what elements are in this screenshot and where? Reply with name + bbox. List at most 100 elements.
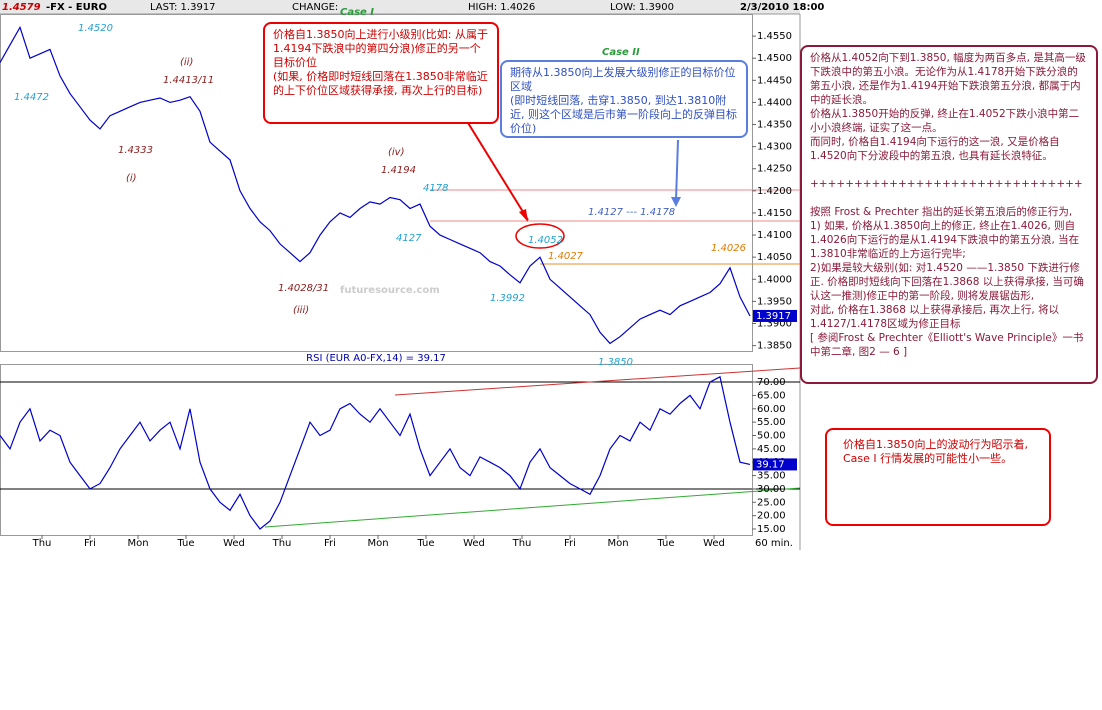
x-tick-label: Wed: [223, 538, 245, 549]
highlight-ellipse: [515, 223, 565, 249]
y-tick-label: 1.4400: [757, 97, 792, 108]
x-tick-label: Mon: [127, 538, 148, 549]
trend-line: [394, 367, 801, 396]
case2-box: 期待从1.3850向上发展大级别修正的目标价位区域 (即时短线回落, 击穿1.3…: [500, 60, 748, 138]
wave-label: 1.4027: [548, 251, 584, 262]
y-tick-label: 1.4250: [757, 164, 792, 175]
wave-label: 1.4333: [118, 145, 153, 156]
header-hi: 1.4579: [2, 2, 41, 13]
y-tick-label: 50.00: [757, 431, 786, 442]
y-tick-label: 1.4150: [757, 208, 792, 219]
note-text: 1) 如果, 价格从1.3850向上的修正, 终止在1.4026, 则自1.40…: [810, 220, 1080, 260]
arrow: [464, 117, 529, 221]
x-tick-label: Fri: [84, 538, 96, 549]
wave-label: 1.3992: [490, 293, 525, 304]
x-tick-label: Fri: [324, 538, 336, 549]
header-date: 2/3/2010 18:00: [740, 2, 824, 13]
wave-label: 1.4026: [711, 243, 746, 254]
conclusion-box: 价格自1.3850向上的波动行为昭示着, Case I 行情发展的可能性小一些。: [825, 428, 1051, 526]
note-text: 期待从1.3850向上发展大级别修正的目标价位区域: [510, 66, 736, 93]
last-value-label: 1.3917: [756, 311, 791, 322]
y-tick-label: 60.00: [757, 404, 786, 415]
y-tick-label: 45.00: [757, 444, 786, 455]
wave-label: 1.4520: [78, 23, 113, 34]
note-text: (即时短线回落, 击穿1.3850, 到达1.3810附近, 则这个区域是后市第…: [510, 94, 737, 135]
y-tick-label: 25.00: [757, 497, 786, 508]
x-unit-label: 60 min.: [755, 538, 793, 549]
y-tick-label: 1.4550: [757, 31, 792, 42]
rsi-panel: [0, 364, 753, 536]
note-text: 按照 Frost & Prechter 指出的延长第五浪后的修正行为,: [810, 206, 1073, 218]
y-tick-label: 1.4350: [757, 120, 792, 131]
x-tick-label: Mon: [607, 538, 628, 549]
wave-label: 1.4127 --- 1.4178: [588, 207, 675, 218]
arrow-head: [671, 197, 681, 207]
wave-label: 1.4194: [381, 165, 416, 176]
arrow: [675, 139, 679, 201]
wave-label: 4127: [396, 233, 422, 244]
x-tick-label: Thu: [32, 538, 52, 549]
note-text: 对此, 价格在1.3868 以上获得承接后, 再次上行, 将以1.4127/1.…: [810, 304, 1060, 330]
note-text: 价格自1.3850向上进行小级别(比如: 从属于1.4194下跌浪中的第四分浪)…: [273, 28, 488, 69]
case-title: Case I: [340, 7, 374, 18]
y-tick-label: 1.4300: [757, 142, 792, 153]
y-tick-label: 30.00: [757, 484, 786, 495]
wave-label: 1.3850: [598, 357, 633, 368]
x-tick-label: Wed: [463, 538, 485, 549]
x-tick-label: Tue: [656, 538, 674, 549]
header-low: LOW: 1.3900: [610, 2, 674, 13]
y-tick-label: 1.3850: [757, 341, 792, 352]
y-tick-label: 20.00: [757, 511, 786, 522]
x-tick-label: Mon: [367, 538, 388, 549]
case-title: Case II: [602, 47, 640, 58]
wave-label: 1.4472: [14, 92, 49, 103]
note-text: 价格从1.4052向下到1.3850, 幅度为两百多点, 是其高一级下跌浪中的第…: [810, 52, 1086, 106]
y-tick-label: 15.00: [757, 524, 786, 535]
x-tick-label: Thu: [272, 538, 292, 549]
note-text: 2)如果是较大级别(如: 对1.4520 ——1.3850 下跌进行修正. 价格…: [810, 262, 1084, 302]
y-tick-label: 1.4050: [757, 252, 792, 263]
header-high: HIGH: 1.4026: [468, 2, 535, 13]
wave-label: 1.4052: [528, 235, 563, 246]
x-tick-label: Thu: [512, 538, 532, 549]
x-tick-label: Tue: [176, 538, 194, 549]
x-tick-label: Fri: [564, 538, 576, 549]
case1-box: 价格自1.3850向上进行小级别(比如: 从属于1.4194下跌浪中的第四分浪)…: [263, 22, 499, 124]
note-text: (如果, 价格即时短线回落在1.3850非常临近的上下价位区域获得承接, 再次上…: [273, 70, 488, 97]
header-change: CHANGE:: [292, 2, 338, 13]
wave-label: (iv): [388, 147, 405, 158]
trend-line: [264, 487, 801, 528]
last-value-label: 39.17: [756, 459, 785, 470]
note-text: 而同时, 价格自1.4194向下运行的这一浪, 又是价格自1.4520向下分波段…: [810, 136, 1060, 162]
y-tick-label: 1.3950: [757, 296, 792, 307]
wave-label: 4178: [423, 183, 448, 194]
y-tick-label: 1.4500: [757, 53, 792, 64]
arrow-head: [519, 209, 528, 222]
x-tick-label: Tue: [416, 538, 434, 549]
rsi-title: RSI (EUR A0-FX,14) = 39.17: [306, 353, 446, 364]
header-last: LAST: 1.3917: [150, 2, 216, 13]
wave-label: (ii): [180, 57, 193, 68]
y-tick-label: 1.4200: [757, 186, 792, 197]
last-value-box: [753, 309, 797, 322]
price-line: [0, 375, 751, 530]
note-text: 价格自1.3850向上的波动行为昭示着, Case I 行情发展的可能性小一些。: [843, 438, 1028, 465]
x-tick-label: Wed: [703, 538, 725, 549]
header-symbol: -FX - EURO: [46, 2, 107, 13]
y-tick-label: 35.00: [757, 471, 786, 482]
analysis-box: 价格从1.4052向下到1.3850, 幅度为两百多点, 是其高一级下跌浪中的第…: [800, 45, 1098, 384]
y-tick-label: 70.00: [757, 377, 786, 388]
wave-label: (i): [126, 173, 137, 184]
price-line: [0, 25, 751, 345]
note-text: +++++++++++++++++++++++++++++++: [810, 178, 1083, 190]
wave-label: 1.4413/11: [163, 75, 214, 86]
y-tick-label: 1.4450: [757, 75, 792, 86]
wave-label: 1.4028/31: [278, 283, 329, 294]
last-value-box: [753, 458, 797, 471]
note-text: [ 参阅Frost & Prechter《Elliott's Wave Prin…: [810, 332, 1084, 358]
y-tick-label: 55.00: [757, 417, 786, 428]
wave-label: (iii): [293, 305, 309, 316]
y-tick-label: 1.4100: [757, 230, 792, 241]
watermark: futuresource.com: [340, 285, 440, 296]
